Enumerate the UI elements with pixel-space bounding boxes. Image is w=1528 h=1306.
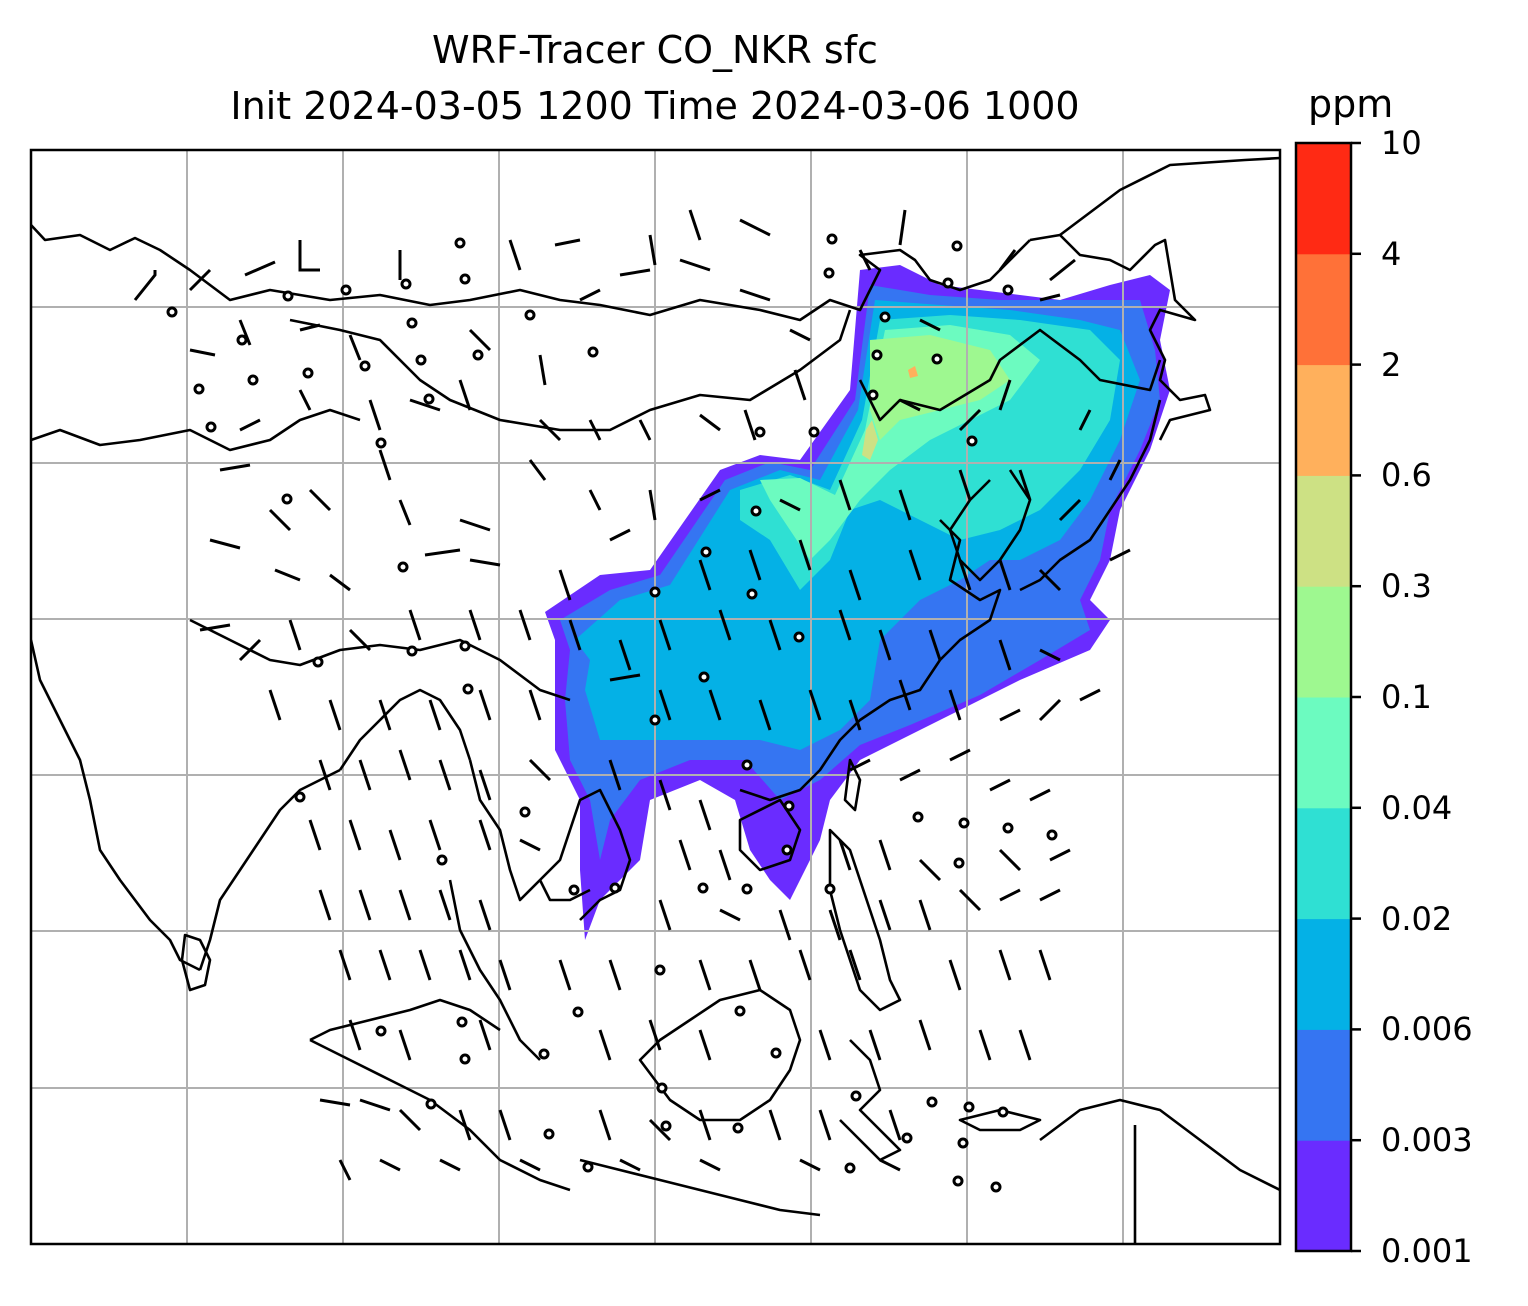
colorbar-tick-label: 0.04	[1381, 788, 1453, 827]
calm-wind-markers	[166, 233, 1058, 1193]
coastline-gulf-of-thailand	[538, 879, 591, 902]
border-mongolia-north	[31, 224, 1031, 322]
plume-level-06	[908, 366, 918, 378]
coastline-hainan	[738, 798, 802, 872]
colorbar-segment-4	[1296, 697, 1351, 809]
coastline-sulawesi	[839, 1039, 902, 1162]
coastline-timor	[958, 1108, 1042, 1132]
colorbar-tick-label: 0.3	[1381, 567, 1432, 606]
chart-title-line1: WRF-Tracer CO_NKR sfc	[432, 28, 878, 72]
colorbar-segment-5	[1296, 586, 1351, 698]
colorbar-segment-0	[1296, 1140, 1351, 1252]
coastline-new-guinea	[1039, 1098, 1280, 1192]
colorbar-segment-9	[1296, 143, 1351, 255]
colorbar-segment-7	[1296, 364, 1351, 476]
coastline-china-east	[739, 519, 1002, 802]
coastline-indochina	[468, 759, 632, 921]
coastline-borneo	[638, 988, 802, 1122]
colorbar-segment-2	[1296, 918, 1351, 1030]
colorbar-tick-label: 0.001	[1381, 1232, 1473, 1270]
colorbar-tick-label: 0.1	[1381, 678, 1432, 716]
coastline-sumatra-north	[309, 998, 501, 1042]
coastlines-and-borders	[31, 156, 1280, 1244]
coastline-japan	[1019, 399, 1162, 592]
coastline-india-west	[31, 639, 201, 972]
coastline-india-east	[198, 768, 341, 971]
colorbar-tick-label: 0.6	[1381, 456, 1432, 495]
wind-barbs	[133, 209, 1131, 1181]
colorbar-tick-label: 4	[1381, 234, 1402, 273]
co-tracer-plume	[545, 265, 1170, 940]
coastline-sri-lanka	[180, 933, 212, 992]
coastline-taiwan	[843, 758, 862, 812]
colorbar	[1294, 141, 1361, 1253]
coastline-northeast-asia	[1059, 156, 1280, 237]
coastline-russia-far-east	[1029, 233, 1212, 441]
colorbar-tick-label: 0.006	[1381, 1010, 1473, 1049]
colorbar-unit-label: ppm	[1308, 82, 1394, 126]
coastline-philippines	[828, 828, 902, 1012]
colorbar-segment-8	[1296, 253, 1351, 366]
coastline-malay-peninsula	[448, 879, 541, 1061]
border-china-northeast	[858, 328, 1162, 422]
colorbar-tick-label: 10	[1381, 124, 1422, 162]
colorbar-tick-label: 0.003	[1381, 1121, 1473, 1160]
colorbar-segment-3	[1296, 807, 1351, 920]
plume-level-03	[862, 420, 878, 460]
colorbar-segment-6	[1296, 475, 1351, 587]
coastline-java	[579, 1158, 821, 1217]
chart-title-line2: Init 2024-03-05 1200 Time 2024-03-06 100…	[230, 84, 1080, 128]
plume-level-01	[870, 335, 1010, 440]
map-frame-border	[29, 148, 1282, 1246]
border-kazakhstan	[31, 408, 361, 452]
colorbar-tick-label: 2	[1381, 345, 1402, 384]
border-china-mongolia	[289, 309, 852, 432]
colorbar-segment-1	[1296, 1029, 1351, 1141]
coastline-sumatra	[309, 1038, 571, 1192]
colorbar-tick-label: 0.02	[1381, 899, 1453, 938]
coastline-bay-of-bengal	[338, 688, 472, 771]
border-china-west	[189, 618, 571, 702]
coastline-korea	[948, 469, 1032, 582]
